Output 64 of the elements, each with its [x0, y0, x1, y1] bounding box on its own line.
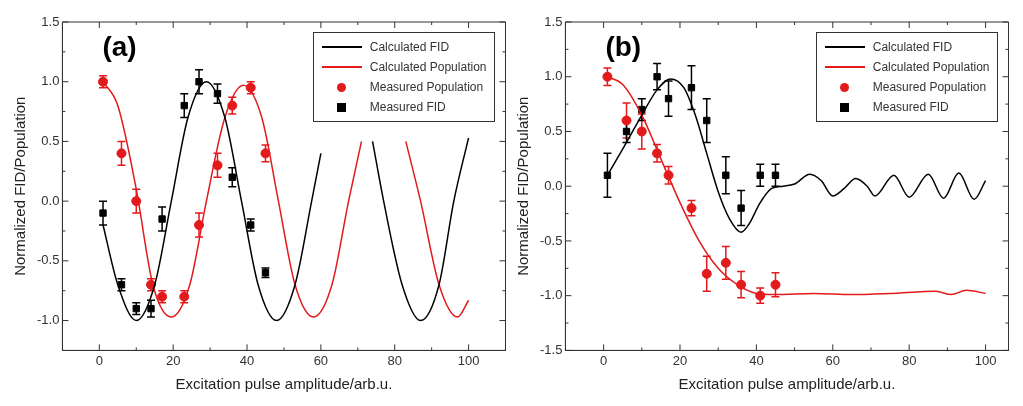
x-tick-label: 60 [825, 352, 841, 368]
y-tick-label: 1.5 [544, 13, 563, 29]
point [686, 203, 697, 214]
x-tick-label: 0 [95, 352, 103, 368]
y-tick-label: 0.0 [544, 177, 563, 193]
point [621, 115, 632, 126]
y-tick-label: 0.5 [41, 133, 60, 148]
point [687, 84, 696, 92]
y-axis-title: Normalized FID/Population [514, 96, 532, 276]
point [737, 204, 745, 212]
point [701, 268, 712, 279]
legend-label: Calculated Population [369, 60, 487, 74]
point [260, 148, 271, 159]
legend-label: Measured Population [872, 80, 987, 94]
x-tick-label: 100 [974, 352, 997, 368]
x-tick-label: 40 [749, 352, 764, 368]
x-axis-title: Excitation pulse amplitude/arb.u. [175, 375, 393, 393]
point [180, 101, 188, 110]
y-tick-label: 0.5 [544, 123, 563, 139]
point [722, 171, 730, 179]
y-tick-label: -1.5 [539, 341, 563, 357]
point [195, 78, 203, 86]
annotation: (b) [605, 30, 642, 62]
y-tick-label: 1.5 [41, 13, 60, 29]
point [771, 171, 780, 179]
x-tick-label: 100 [457, 352, 480, 368]
x-tick-label: 0 [599, 352, 608, 368]
y-axis-title: Normalized FID/Population [11, 96, 29, 276]
x-tick-label: 40 [239, 352, 255, 368]
point [147, 304, 155, 313]
y-tick-label: -1.0 [539, 287, 563, 303]
point [756, 171, 764, 179]
legend-label: Measured FID [369, 100, 446, 114]
x-tick-label: 80 [901, 352, 917, 368]
point [636, 126, 647, 137]
y-tick-label: 0.0 [41, 192, 60, 208]
legend-label: Calculated FID [369, 40, 450, 54]
point [116, 148, 127, 159]
point [703, 116, 711, 125]
point [602, 71, 613, 82]
x-tick-label: 20 [165, 352, 181, 368]
legend-label: Calculated Population [872, 60, 990, 74]
y-tick-label: -0.5 [36, 252, 60, 268]
legend-label: Measured Population [369, 80, 484, 94]
point [228, 173, 236, 181]
point [770, 279, 781, 290]
y-tick-label: 1.0 [41, 73, 60, 89]
annotation: (a) [102, 30, 137, 62]
y-tick-label: -1.0 [36, 312, 60, 328]
x-tick-label: 20 [672, 352, 688, 368]
point [622, 127, 631, 136]
x-tick-label: 60 [313, 352, 329, 368]
legend-label: Measured FID [872, 100, 949, 114]
point [603, 171, 612, 179]
legend-label: Calculated FID [872, 40, 953, 54]
point [99, 209, 107, 217]
point [720, 257, 731, 268]
point [664, 94, 673, 103]
y-tick-label: 1.0 [544, 68, 563, 84]
x-axis-title: Excitation pulse amplitude/arb.u. [678, 375, 896, 393]
x-tick-label: 80 [387, 352, 402, 368]
point [158, 215, 166, 223]
point [653, 73, 661, 81]
y-tick-label: -0.5 [539, 232, 563, 248]
